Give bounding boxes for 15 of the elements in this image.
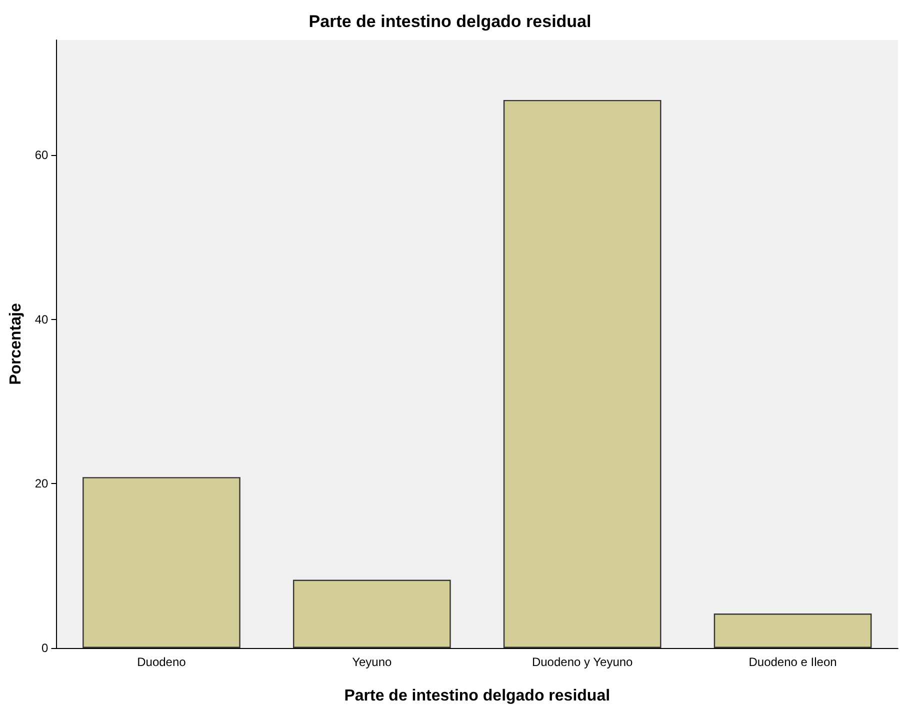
y-tick-label: 20	[34, 476, 49, 491]
chart-title: Parte de intestino delgado residual	[308, 12, 592, 31]
y-tick-label: 0	[42, 641, 49, 655]
bar	[714, 613, 872, 648]
x-axis-title: Parte de intestino delgado residual	[344, 688, 610, 704]
y-tick-label: 40	[34, 312, 49, 326]
bar	[292, 580, 451, 648]
y-axis-title: Porcentaje	[8, 302, 24, 385]
x-tick-label: Duodeno e Ileon	[748, 655, 837, 669]
x-tick-label: Yeyuno	[352, 655, 392, 669]
x-tick-label: Duodeno y Yeyuno	[532, 655, 634, 669]
y-tick-label: 60	[34, 148, 49, 162]
bar	[503, 100, 662, 648]
bar	[82, 477, 240, 648]
x-tick-label: Duodeno	[137, 655, 186, 669]
